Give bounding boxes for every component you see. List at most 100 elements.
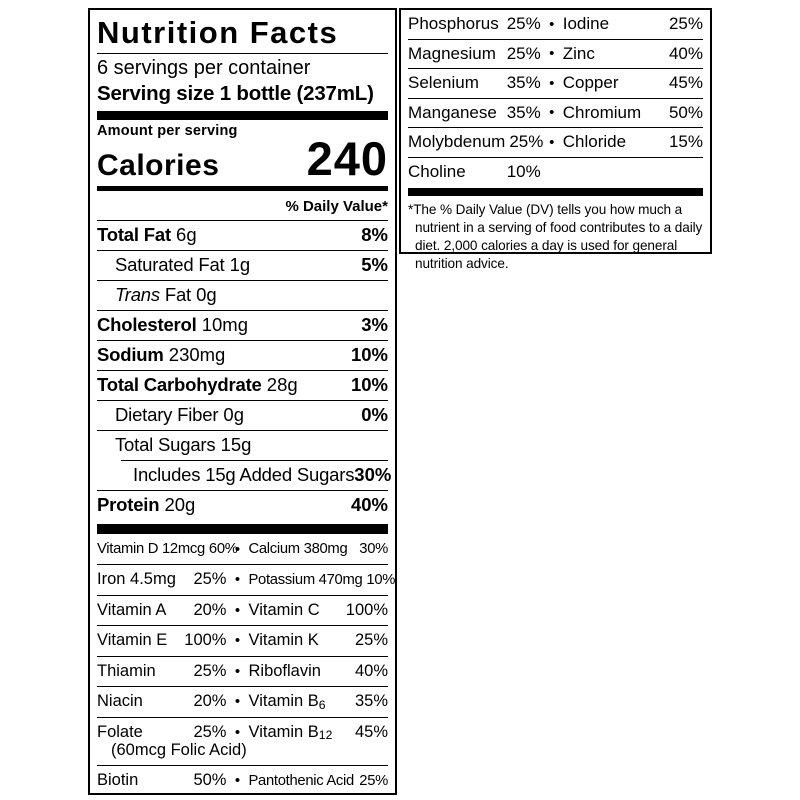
nutrient-row: Protein 20g 40% [97, 491, 388, 520]
mineral-row-daily-value: 10% [506, 161, 541, 181]
nutrient-name: Total Fat [97, 224, 171, 246]
row-separator [121, 459, 388, 461]
nutrient-name: Total Sugars [115, 434, 216, 456]
bullet-separator: • [234, 571, 241, 589]
mineral-row-daily-value: 45% [668, 73, 703, 93]
micronutrient-row-name: Vitamin A [97, 600, 167, 619]
row-separator [408, 127, 703, 128]
micronutrient-row-cell: Vitamin A 20% [97, 601, 226, 620]
micronutrient-row-name: Pantothenic Acid [248, 772, 354, 789]
section-bar [97, 185, 388, 191]
micronutrient-row: Thiamin 25% • Riboflavin 40% [97, 657, 388, 687]
micronutrient-row-name: Vitamin E [97, 631, 168, 650]
row-separator [97, 339, 388, 341]
micronutrient-row-cell: Pantothenic Acid 25% [248, 773, 388, 789]
nutrient-amount: 230mg [163, 344, 226, 366]
nutrient-name: Includes 15g Added Sugars [133, 464, 355, 486]
nutrient-amount: 0g [191, 284, 217, 306]
micronutrient-row-name: Potassium 470mg [248, 571, 363, 588]
micronutrient-row-daily-value: 10% [366, 571, 396, 588]
micronutrient-row-cell: Riboflavin 40% [248, 662, 388, 681]
micronutrient-row-daily-value: 100% [345, 600, 388, 619]
micronutrient-row-daily-value: 60% [208, 541, 238, 558]
nutrient-row: Trans Fat 0g [97, 281, 388, 310]
row-separator [97, 765, 388, 767]
mineral-row-daily-value: 15% [668, 132, 703, 152]
row-separator [97, 686, 388, 688]
micronutrient-row-cell: Iron 4.5mg 25% [97, 570, 226, 589]
mineral-row-daily-value: 25% [668, 14, 703, 34]
minerals-panel: Phosphorus 25% • Iodine 25% Magnesium 25% • Zinc… [399, 8, 712, 271]
bullet-separator: • [549, 133, 555, 151]
row-separator [97, 489, 388, 491]
mineral-row-name: Chromium [562, 102, 642, 122]
micronutrient-row-cell: Potassium 470mg 10% [248, 571, 395, 588]
row-separator [97, 399, 388, 401]
row-separator [408, 68, 703, 69]
mineral-row-name: Iodine [562, 14, 610, 34]
nutrient-amount: 20g [159, 494, 196, 516]
micronutrient-row: Iron 4.5mg 25% • Potassium 470mg 10% [97, 565, 395, 595]
micronutrient-row-cell: Calcium 380mg 30% [248, 541, 388, 557]
row-separator [97, 309, 388, 311]
mineral-row-name: Molybdenum [408, 132, 506, 152]
row-separator [97, 429, 388, 431]
mineral-row-daily-value: 25% [509, 132, 544, 152]
mineral-row-cell: Copper 45% [563, 73, 703, 93]
mineral-row: Manganese 35% • Chromium 50% [408, 99, 703, 128]
nutrient-daily-value: 5% [361, 254, 388, 276]
mineral-row: Selenium 35% • Copper 45% [408, 69, 703, 98]
bullet-separator: • [234, 601, 241, 619]
nutrient-amount: 28g [261, 374, 298, 396]
mineral-row-name: Chloride [562, 132, 627, 152]
micronutrient-row-note: (60mcg Folic Acid) [111, 741, 247, 760]
nutrient-amount: 1g [224, 254, 251, 276]
micronutrient-row: Biotin 50% • Pantothenic Acid 25% [97, 766, 388, 796]
bullet-separator: • [234, 662, 241, 680]
nutrient-daily-value: 10% [350, 374, 388, 396]
nutrient-rows: Total Fat 6g 8% Saturated Fat 1g 5% Trans Fa… [97, 221, 392, 520]
nutrient-name: Sodium [97, 344, 164, 366]
nutrition-facts-panel: Nutrition Facts 6 servings per container… [88, 8, 397, 795]
micronutrient-row-cell: Folate 25% [97, 723, 226, 742]
nutrient-daily-value: 8% [361, 224, 388, 246]
mineral-row-name: Copper [562, 73, 619, 93]
bullet-separator: • [549, 45, 555, 63]
nutrient-row: Total Carbohydrate 28g 10% [97, 371, 388, 400]
nutrient-name: Dietary Fiber [115, 404, 219, 426]
nutrient-daily-value: 30% [354, 464, 392, 486]
mineral-row-cell: Choline 10% [408, 162, 541, 182]
micronutrient-row-name: Niacin [97, 692, 143, 711]
micronutrient-row-name: Calcium 380mg [248, 541, 348, 558]
micronutrient-row-daily-value: 100% [184, 631, 227, 650]
mineral-row-daily-value: 25% [506, 14, 541, 34]
bullet-separator: • [549, 104, 555, 122]
nutrient-row: Sodium 230mg 10% [97, 341, 388, 370]
micronutrient-row-cell: Vitamin B6 35% [248, 692, 388, 711]
mineral-row-cell: Molybdenum 25% [408, 132, 544, 152]
mineral-row-cell: Chloride 15% [563, 132, 703, 152]
nutrient-daily-value: 40% [350, 494, 388, 516]
nutrient-row: Includes 15g Added Sugars 30% [97, 461, 392, 490]
micronutrient-row-name: Vitamin K [248, 631, 319, 650]
bullet-separator: • [549, 74, 555, 92]
micronutrient-row-name: Thiamin [97, 661, 156, 680]
micronutrient-row-cell: Niacin 20% [97, 692, 226, 711]
section-bar [97, 110, 388, 120]
micronutrient-row-daily-value: 25% [193, 722, 227, 741]
nutrient-amount: 0g [218, 404, 245, 426]
calories-row: Calories 240 [97, 135, 388, 183]
mineral-rows: Phosphorus 25% • Iodine 25% Magnesium 25% • Zinc… [408, 10, 703, 186]
mineral-row-cell: Manganese 35% [408, 103, 541, 123]
section-bar [97, 523, 388, 534]
micronutrient-row-daily-value: 25% [193, 570, 227, 589]
nutrient-amount: 15g [215, 434, 252, 456]
calories-value: 240 [306, 131, 388, 185]
micronutrient-row-daily-value: 25% [354, 631, 388, 650]
micronutrient-row-daily-value: 25% [193, 661, 227, 680]
mineral-row-name: Choline [408, 161, 466, 181]
mineral-row: Molybdenum 25% • Chloride 15% [408, 128, 703, 157]
serving-size: Serving size 1 bottle (237mL) [97, 82, 374, 106]
nutrient-row: Cholesterol 10mg 3% [97, 311, 388, 340]
